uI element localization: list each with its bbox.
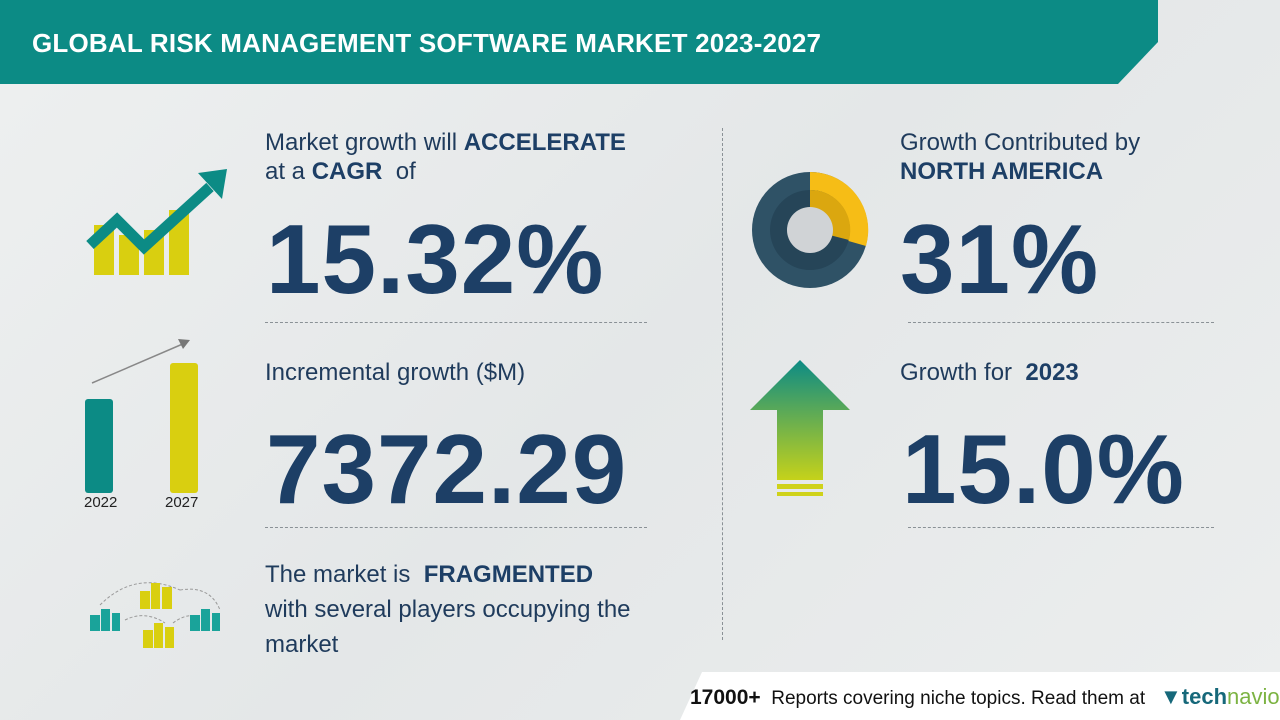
header-banner [0, 0, 1158, 84]
growth-year-value: 15.0% [902, 414, 1185, 524]
growth-chart-icon [86, 169, 227, 275]
divider [908, 527, 1214, 528]
footer-banner [680, 672, 1280, 720]
incremental-label: Incremental growth ($M) [265, 359, 526, 386]
market-structure-text: The market is FRAGMENTED with several pl… [265, 561, 631, 658]
incremental-bar-icon [85, 339, 198, 493]
cagr-value: 15.32% [266, 204, 605, 314]
donut-chart-icon [752, 171, 869, 288]
region-value: 31% [900, 204, 1100, 314]
bar-year-2027: 2027 [165, 494, 199, 511]
divider [908, 322, 1214, 323]
footer-text: 17000+ Reports covering niche topics. Re… [690, 686, 1146, 709]
divider [265, 322, 647, 323]
up-arrow-icon [750, 360, 850, 496]
page-title: GLOBAL RISK MANAGEMENT SOFTWARE MARKET 2… [32, 28, 822, 58]
logo-mark-icon: ▼ [1160, 684, 1182, 709]
cagr-label: Market growth will ACCELERATE at a CAGR … [265, 129, 626, 185]
region-label: Growth Contributed by NORTH AMERICA [900, 129, 1141, 185]
vertical-divider [722, 128, 723, 640]
divider [265, 527, 647, 528]
growth-year-label: Growth for 2023 [900, 359, 1079, 386]
incremental-value: 7372.29 [266, 414, 628, 524]
technavio-logo[interactable]: ▼technavio [1160, 684, 1280, 709]
bar-year-2022: 2022 [84, 494, 118, 511]
fragmented-buildings-icon [90, 582, 221, 648]
